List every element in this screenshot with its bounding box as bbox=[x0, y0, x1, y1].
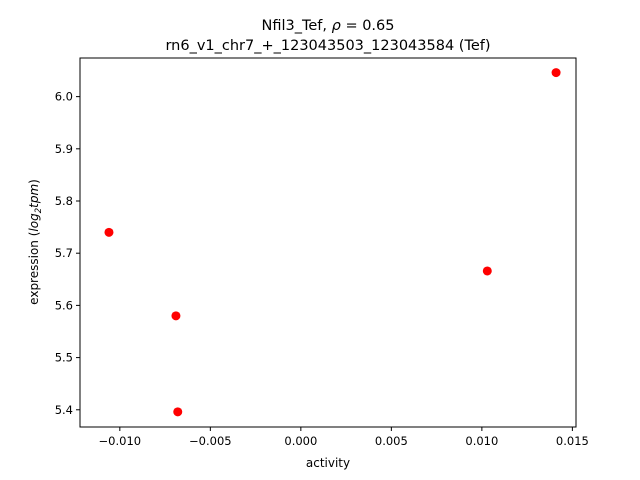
x-tick-label: −0.010 bbox=[99, 434, 142, 448]
plot-area-frame bbox=[79, 57, 577, 428]
y-axis-label: expression (log2tpm) bbox=[27, 179, 44, 305]
x-tick-label: 0.010 bbox=[465, 434, 498, 448]
y-tick-label: 5.4 bbox=[55, 403, 73, 417]
data-point bbox=[482, 266, 492, 276]
chart-title-text: Nfil3_Tef, bbox=[262, 18, 332, 34]
x-tick-label: 0.000 bbox=[284, 434, 317, 448]
x-axis-label: activity bbox=[306, 456, 350, 470]
x-tick-label: 0.015 bbox=[556, 434, 589, 448]
x-tick-label: 0.005 bbox=[375, 434, 408, 448]
chart-subtitle: rn6_v1_chr7_+_123043503_123043584 (Tef) bbox=[165, 38, 490, 54]
x-tick-label: −0.005 bbox=[189, 434, 232, 448]
y-axis-label-tpm: tpm bbox=[27, 184, 41, 208]
y-axis-ticks: 5.4 5.5 5.6 5.7 5.8 5.9 6.0 bbox=[55, 90, 80, 417]
y-axis-label-suffix: ) bbox=[27, 179, 41, 184]
y-tick-label: 5.6 bbox=[55, 298, 73, 312]
chart-title-rho: ρ bbox=[332, 18, 342, 34]
chart-title-line-1: Nfil3_Tef, ρ = 0.65 bbox=[262, 18, 395, 34]
y-axis-label-sub: 2 bbox=[34, 208, 44, 213]
y-tick-label: 6.0 bbox=[55, 90, 73, 104]
y-tick-label: 5.9 bbox=[55, 142, 73, 156]
y-tick-label: 5.8 bbox=[55, 194, 73, 208]
y-axis-label-log: log bbox=[27, 213, 41, 232]
data-point bbox=[104, 227, 114, 237]
y-tick-label: 5.5 bbox=[55, 351, 73, 365]
data-points bbox=[104, 68, 561, 417]
chart-title-value: = 0.65 bbox=[341, 18, 395, 34]
y-axis-label-prefix: expression ( bbox=[27, 232, 41, 305]
data-point bbox=[551, 68, 561, 78]
y-tick-label: 5.7 bbox=[55, 246, 73, 260]
data-point bbox=[171, 311, 181, 321]
x-axis-ticks: −0.010 −0.005 0.000 0.005 0.010 0.015 bbox=[99, 427, 589, 448]
data-point bbox=[173, 407, 183, 417]
